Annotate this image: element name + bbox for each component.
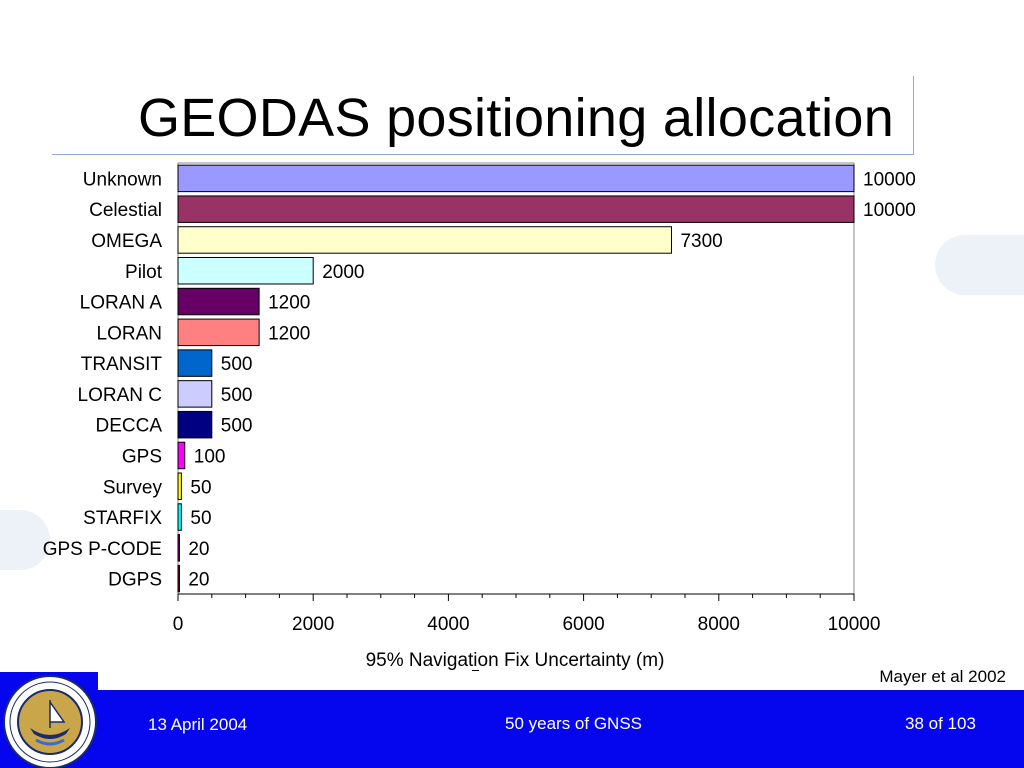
value-label: 50: [190, 508, 211, 529]
x-tick-label: 10000: [828, 614, 881, 635]
value-label: 20: [188, 570, 209, 591]
x-tick-label: 0: [173, 614, 184, 635]
bar-gps: [177, 441, 186, 470]
category-label: Unknown: [83, 169, 162, 190]
category-label: TRANSIT: [81, 354, 163, 375]
x-axis-label: 95% Navigation Fix Uncertainty (m): [366, 650, 665, 671]
slide-title: GEODAS positioning allocation: [137, 88, 895, 148]
title-side-rule: [913, 76, 914, 155]
background-swoosh: [0, 510, 50, 570]
background-swoosh: [935, 235, 1024, 295]
x-tick-label: 2000: [292, 614, 334, 635]
bar-loran-c: [177, 380, 213, 408]
footer-bar: 13 April 2004 50 years of GNSS 38 of 103: [0, 690, 1024, 768]
bar-transit: [177, 349, 213, 377]
value-label: 10000: [863, 200, 916, 221]
category-label: GPS P-CODE: [43, 539, 162, 560]
bar-survey: [177, 472, 182, 500]
value-label: 500: [221, 385, 253, 406]
bar-decca: [177, 410, 213, 439]
value-label: 10000: [863, 169, 916, 190]
institute-seal-logo: [0, 672, 98, 768]
stray-mark: [472, 670, 479, 671]
bar-omega: [177, 226, 672, 254]
value-label: 20: [188, 539, 209, 560]
bar-gps-p-code: [177, 534, 180, 562]
value-label: 2000: [322, 262, 364, 283]
bar-pilot: [177, 257, 314, 285]
value-label: 50: [190, 477, 211, 498]
value-label: 7300: [680, 231, 722, 252]
category-label: Survey: [103, 477, 163, 498]
value-label: 100: [194, 446, 226, 467]
category-label: LORAN: [97, 323, 162, 344]
value-label: 1200: [268, 293, 310, 314]
category-label: STARFIX: [83, 508, 162, 529]
category-label: Celestial: [89, 200, 162, 221]
bar-loran-a: [177, 287, 260, 316]
category-label: Pilot: [125, 262, 163, 283]
value-label: 1200: [268, 323, 310, 344]
category-label: GPS: [122, 446, 162, 467]
bar-unknown: [177, 164, 855, 193]
bar-loran: [177, 318, 260, 347]
category-label: OMEGA: [91, 231, 162, 252]
horizontal-bar-chart: Unknown 10000 Celestial 10000 OMEGA 7300 Pilot…: [43, 162, 916, 671]
bar-dgps: [177, 564, 180, 593]
bar-celestial: [177, 195, 855, 223]
category-label: DGPS: [108, 570, 162, 591]
footer-page-number: 38 of 103: [905, 714, 976, 733]
footer-date: 13 April 2004: [148, 715, 248, 734]
x-tick-label: 4000: [427, 614, 469, 635]
value-label: 500: [221, 416, 253, 437]
category-label: LORAN A: [80, 293, 163, 314]
title-underline: [52, 154, 914, 155]
x-tick-label: 8000: [698, 614, 740, 635]
x-tick-label: 6000: [562, 614, 604, 635]
footer-presentation-title: 50 years of GNSS: [505, 714, 643, 733]
citation: Mayer et al 2002: [879, 667, 1006, 686]
category-label: DECCA: [95, 416, 162, 437]
value-label: 500: [221, 354, 253, 375]
bar-starfix: [177, 503, 182, 531]
category-label: LORAN C: [78, 385, 162, 406]
